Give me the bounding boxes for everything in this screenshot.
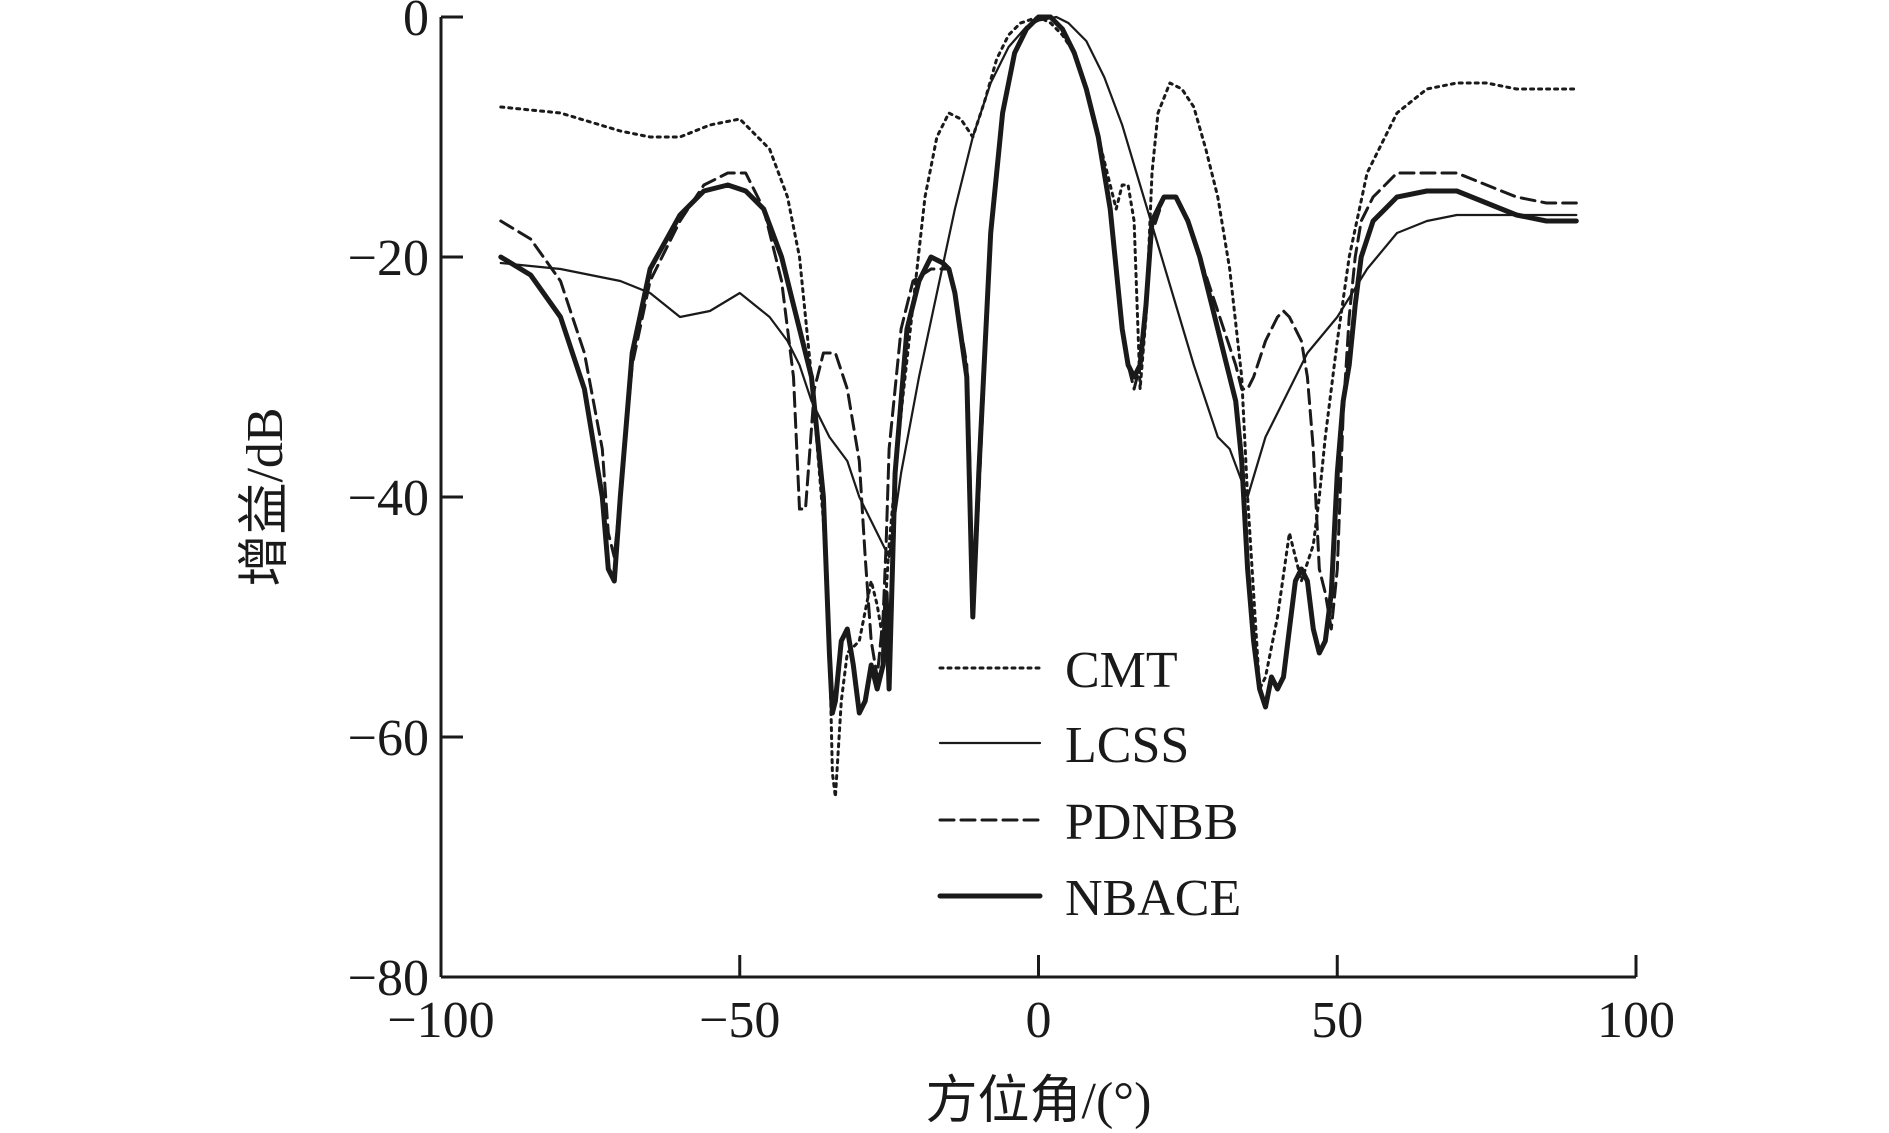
x-tick-label: −100: [387, 992, 494, 1049]
series-line-lcss: [499, 15, 1578, 559]
x-tick-label: −50: [699, 992, 780, 1049]
series-line-nbace: [498, 14, 1579, 716]
series-layer: [498, 14, 1579, 799]
y-tick-label: 0: [403, 0, 429, 47]
series-line-cmt: [499, 15, 1578, 799]
y-ticks: 0 −20 −40 −60 −80: [348, 0, 463, 1007]
y-tick-label: −40: [348, 470, 429, 527]
x-tick-label: 100: [1597, 992, 1675, 1049]
y-tick-label: −20: [348, 230, 429, 287]
x-ticks: −100 −50 0 50 100: [387, 955, 1675, 1049]
series-line-pdnbb: [499, 15, 1578, 679]
legend-label-lcss: LCSS: [1065, 717, 1189, 774]
legend-label-nbace: NBACE: [1065, 870, 1241, 927]
y-tick-label: −60: [348, 710, 429, 767]
x-tick-label: 0: [1026, 992, 1052, 1049]
y-tick-label: −80: [348, 950, 429, 1007]
y-axis-label: 增益/dB: [237, 407, 294, 586]
legend: CMT LCSS PDNBB NBACE: [937, 642, 1241, 927]
legend-label-pdnbb: PDNBB: [1065, 794, 1238, 851]
x-tick-label: 50: [1311, 992, 1363, 1049]
x-axis-label: 方位角/(°): [926, 1073, 1152, 1130]
axes: −100 −50 0 50 100 0 −20 −40 −60 −80: [348, 0, 1675, 1049]
legend-label-cmt: CMT: [1065, 642, 1178, 699]
